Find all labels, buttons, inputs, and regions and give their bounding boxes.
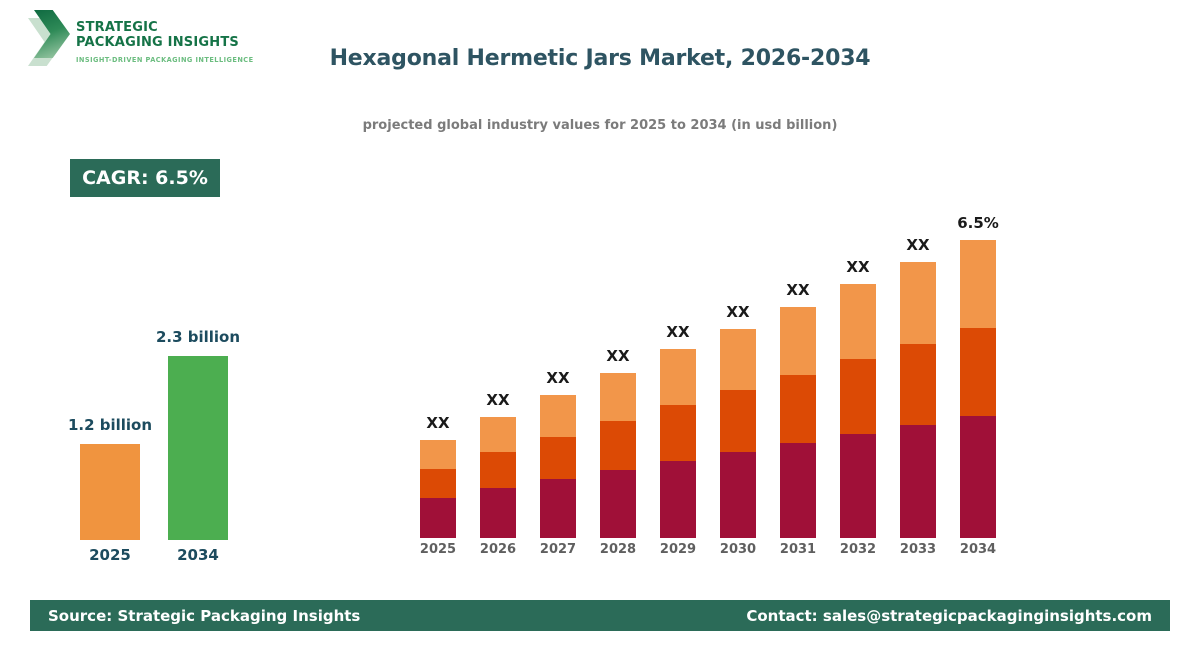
page-title: Hexagonal Hermetic Jars Market, 2026-203… — [329, 46, 871, 71]
stacked-bar-segment — [540, 479, 576, 538]
stacked-bar-segment — [480, 488, 516, 538]
stacked-bar-value-label: XX — [846, 258, 870, 276]
stacked-bar-segment — [480, 452, 516, 488]
stacked-bar-segment — [660, 349, 696, 405]
stacked-bar-value-label: XX — [606, 347, 630, 365]
stacked-bar-value-label: XX — [426, 414, 450, 432]
stacked-bar-year-label: 2029 — [659, 542, 697, 557]
logo-tagline: INSIGHT-DRIVEN PACKAGING INTELLIGENCE — [76, 56, 254, 64]
stacked-bar-value-label: XX — [726, 303, 750, 321]
stacked-bar-segment — [780, 307, 816, 375]
stacked-bar-value-label: XX — [906, 236, 930, 254]
stacked-bar-segment — [420, 440, 456, 469]
stacked-bar-segment — [660, 405, 696, 461]
stacked-bar-segment — [960, 416, 996, 538]
stacked-bar-segment — [600, 373, 636, 421]
stacked-bar-segment — [780, 443, 816, 538]
stacked-bar-segment — [840, 434, 876, 538]
stacked-bar-segment — [720, 329, 756, 390]
stacked-bar-segment — [600, 470, 636, 538]
stacked-bar-year-label: 2030 — [719, 542, 757, 557]
summary-bar — [80, 444, 140, 540]
stacked-bar-year-label: 2028 — [599, 542, 637, 557]
summary-bar-value-label: 1.2 billion — [67, 416, 153, 434]
stacked-bar-segment — [900, 262, 936, 344]
logo-line-1: STRATEGIC — [76, 20, 158, 35]
stacked-bar-year-label: 2033 — [899, 542, 937, 557]
chevron-logo-icon — [28, 10, 72, 66]
stacked-bar-year-label: 2032 — [839, 542, 877, 557]
stacked-bar-value-label: 6.5% — [957, 214, 999, 232]
stacked-bar-year-label: 2025 — [419, 542, 457, 557]
stacked-bar-segment — [960, 328, 996, 416]
stacked-bar-segment — [660, 461, 696, 538]
summary-bar — [168, 356, 228, 540]
stacked-bar-segment — [720, 452, 756, 538]
stacked-bar-segment — [420, 469, 456, 498]
stacked-bar-segment — [540, 437, 576, 479]
stacked-bar-segment — [540, 395, 576, 437]
stacked-bar-value-label: XX — [486, 391, 510, 409]
stacked-bar-segment — [420, 498, 456, 538]
stacked-bar-year-label: 2031 — [779, 542, 817, 557]
page-subtitle: projected global industry values for 202… — [362, 118, 838, 133]
stacked-bar-segment — [960, 240, 996, 328]
summary-bar-year-label: 2034 — [177, 546, 219, 564]
cagr-badge: CAGR: 6.5% — [70, 159, 220, 197]
footer-contact: Contact: sales@strategicpackaginginsight… — [746, 606, 1152, 625]
summary-bar-value-label: 2.3 billion — [155, 328, 241, 346]
stacked-bar-segment — [840, 359, 876, 434]
stacked-bar-year-label: 2034 — [959, 542, 997, 557]
logo: STRATEGIC PACKAGING INSIGHTS INSIGHT-DRI… — [28, 10, 254, 66]
stacked-bar-segment — [780, 375, 816, 443]
stacked-bar-value-label: XX — [666, 323, 690, 341]
stacked-bar-segment — [900, 425, 936, 538]
logo-text: STRATEGIC PACKAGING INSIGHTS INSIGHT-DRI… — [76, 10, 254, 64]
stacked-bar-year-label: 2026 — [479, 542, 517, 557]
footer-bar: Source: Strategic Packaging Insights Con… — [30, 600, 1170, 631]
logo-line-2: PACKAGING INSIGHTS — [76, 35, 239, 50]
summary-bar-year-label: 2025 — [89, 546, 131, 564]
stacked-bar-segment — [600, 421, 636, 470]
stacked-bar-segment — [900, 344, 936, 425]
footer-source: Source: Strategic Packaging Insights — [48, 606, 361, 625]
stacked-bar-value-label: XX — [786, 281, 810, 299]
stacked-bar-segment — [720, 390, 756, 452]
stacked-bar-value-label: XX — [546, 369, 570, 387]
stacked-bar-segment — [840, 284, 876, 359]
stacked-bar-year-label: 2027 — [539, 542, 577, 557]
stacked-bar-segment — [480, 417, 516, 452]
